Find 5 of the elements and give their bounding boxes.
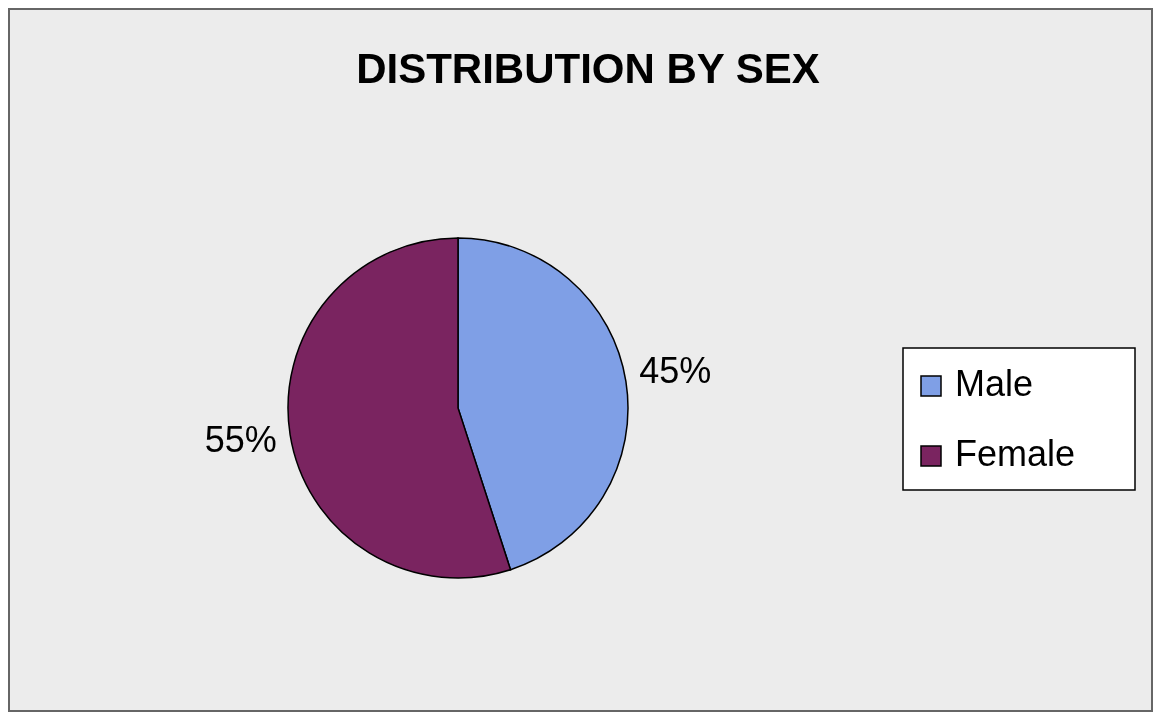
legend-label: Female <box>955 432 1076 474</box>
data-label: 45% <box>639 350 712 392</box>
data-label: 55% <box>204 418 277 460</box>
chart-title: DISTRIBUTION BY SEX <box>356 45 820 92</box>
legend-label: Male <box>955 362 1034 404</box>
